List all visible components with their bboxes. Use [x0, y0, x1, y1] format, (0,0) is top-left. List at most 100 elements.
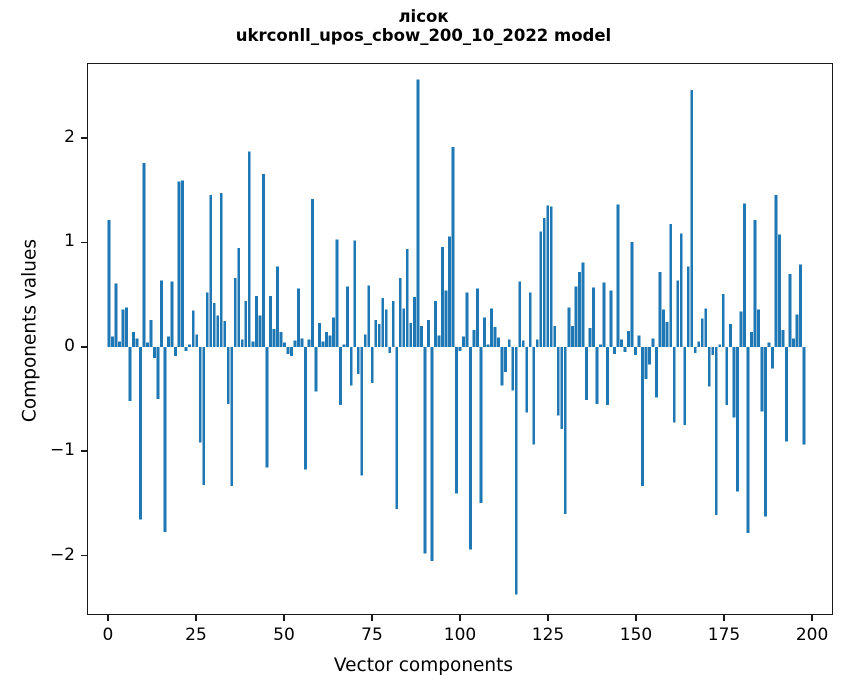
- bar: [697, 341, 701, 347]
- x-tick-label: 200: [795, 625, 829, 645]
- bar: [314, 346, 318, 392]
- bar: [332, 317, 336, 347]
- bar: [223, 320, 227, 347]
- bar: [672, 346, 676, 423]
- bar: [627, 331, 630, 347]
- bar: [405, 249, 409, 347]
- bar: [802, 346, 806, 445]
- bar: [539, 231, 543, 347]
- bar: [300, 338, 304, 347]
- bar: [528, 292, 532, 347]
- bar: [563, 346, 567, 515]
- bar: [774, 195, 778, 347]
- bar: [258, 315, 262, 347]
- x-tick-label: 50: [273, 625, 295, 645]
- bar: [149, 319, 153, 347]
- bar: [118, 341, 121, 347]
- x-tick-mark: [811, 615, 813, 621]
- bar: [181, 180, 185, 347]
- bar: [521, 340, 525, 347]
- bar: [728, 323, 732, 347]
- bar: [325, 332, 328, 347]
- bar: [283, 342, 286, 347]
- bar: [195, 334, 199, 347]
- bar: [163, 346, 167, 532]
- bar: [216, 315, 220, 347]
- bar: [374, 319, 378, 347]
- bar: [493, 327, 497, 347]
- bar: [132, 332, 135, 347]
- y-tick-mark: [81, 554, 87, 557]
- bar: [609, 290, 613, 347]
- bar: [676, 280, 680, 347]
- bar: [370, 346, 374, 384]
- bar: [363, 334, 367, 347]
- bar: [395, 346, 399, 509]
- bar: [518, 281, 522, 347]
- bar: [778, 234, 781, 347]
- bar: [356, 346, 360, 374]
- bar: [725, 346, 729, 406]
- bar: [560, 346, 564, 429]
- bar: [328, 335, 332, 347]
- bar: [546, 205, 550, 347]
- bar: [623, 346, 627, 353]
- bar: [121, 309, 125, 347]
- bar: [240, 339, 244, 347]
- chart-title-line-2: ukrconll_upos_cbow_200_10_2022 model: [235, 25, 612, 45]
- bar: [286, 346, 290, 355]
- bar: [658, 271, 662, 347]
- bar: [665, 321, 669, 347]
- bar: [781, 330, 785, 347]
- bar: [202, 346, 206, 486]
- bar: [686, 266, 690, 347]
- bar: [549, 206, 553, 347]
- bar: [205, 292, 209, 347]
- bar: [346, 286, 350, 347]
- bar: [251, 341, 255, 347]
- bar: [339, 346, 343, 406]
- bar: [128, 346, 132, 401]
- bar: [434, 301, 437, 347]
- bar: [388, 346, 392, 354]
- bar: [718, 344, 722, 347]
- bar: [409, 322, 413, 347]
- bar: [290, 346, 293, 357]
- bar: [342, 344, 346, 347]
- x-tick-mark: [635, 615, 637, 621]
- plot-area: [88, 64, 832, 614]
- y-axis-label: Components values: [19, 238, 41, 423]
- chart-title-line-1: лісок: [398, 7, 449, 26]
- y-tick-mark: [81, 137, 87, 139]
- bar: [479, 346, 483, 503]
- bar: [750, 332, 753, 347]
- x-axis-label: Vector components: [333, 655, 514, 676]
- bar: [139, 346, 142, 520]
- bar: [581, 262, 585, 347]
- bar: [630, 241, 634, 347]
- bar: [690, 89, 694, 347]
- bar: [261, 174, 265, 347]
- bar: [735, 346, 739, 492]
- bar: [177, 181, 181, 347]
- bar: [742, 203, 746, 347]
- bar: [311, 199, 314, 347]
- x-tick-mark: [547, 615, 549, 621]
- bar: [641, 346, 644, 487]
- bar: [714, 346, 718, 516]
- bar: [700, 318, 704, 347]
- bar: [455, 346, 458, 494]
- bar: [304, 346, 307, 470]
- bar: [458, 346, 462, 351]
- bar: [606, 346, 609, 406]
- bar: [293, 340, 297, 347]
- bar: [514, 346, 518, 595]
- bar: [525, 346, 529, 413]
- bar: [110, 336, 114, 347]
- bar: [788, 274, 792, 347]
- bar: [430, 346, 434, 561]
- bar: [613, 346, 616, 355]
- bar: [423, 346, 427, 554]
- bar: [160, 280, 163, 347]
- bar: [244, 301, 248, 347]
